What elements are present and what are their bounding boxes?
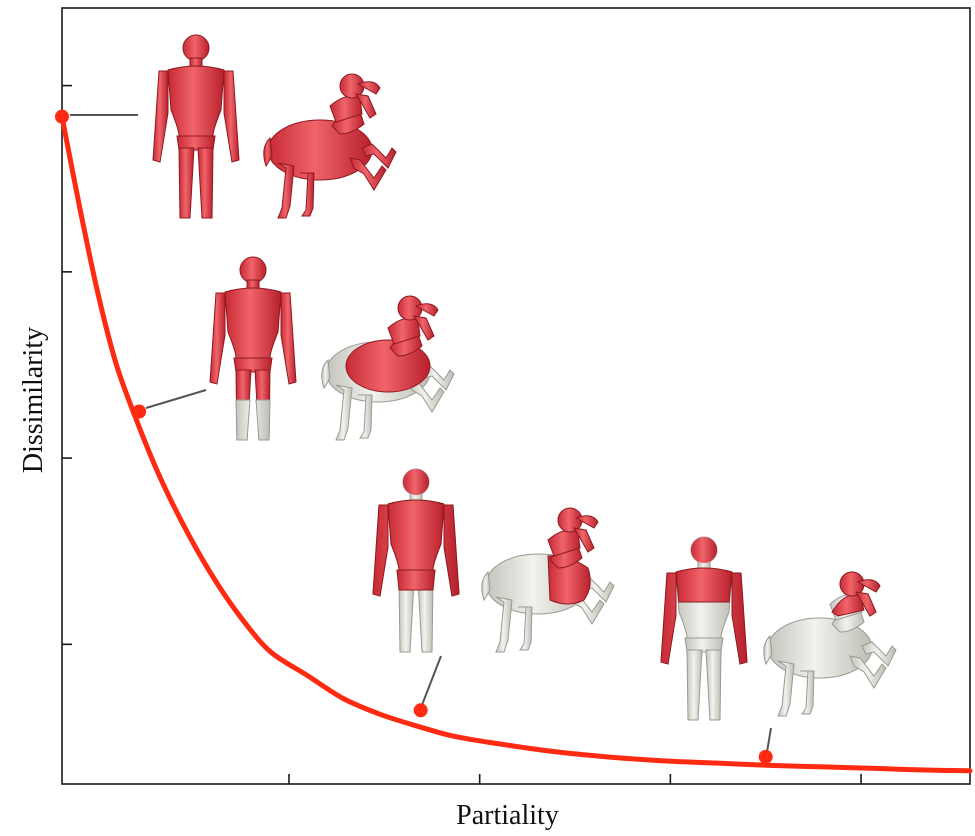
leader-line-3: [421, 655, 442, 706]
shape-pair-4: [660, 536, 897, 721]
x-axis-title: Partiality: [456, 800, 559, 831]
data-point-2: [132, 404, 147, 419]
y-axis-title: Dissimilarity: [18, 326, 49, 474]
data-point-1: [55, 109, 69, 124]
leader-line-2: [145, 389, 207, 409]
x-axis-ticks: [288, 774, 862, 784]
data-point-3: [413, 703, 428, 718]
series-line-1: [59, 114, 973, 774]
data-point-4: [758, 749, 773, 764]
shape-pair-1: [152, 34, 397, 219]
plot-frame: [61, 7, 971, 785]
leader-line-4: [766, 727, 772, 753]
series-layer: [59, 114, 973, 774]
shape-pair-2: [209, 256, 455, 441]
leader-lines: [70, 114, 772, 753]
shape-pair-3: [372, 468, 615, 653]
points-layer: [55, 109, 773, 764]
y-axis-ticks: [62, 84, 72, 646]
